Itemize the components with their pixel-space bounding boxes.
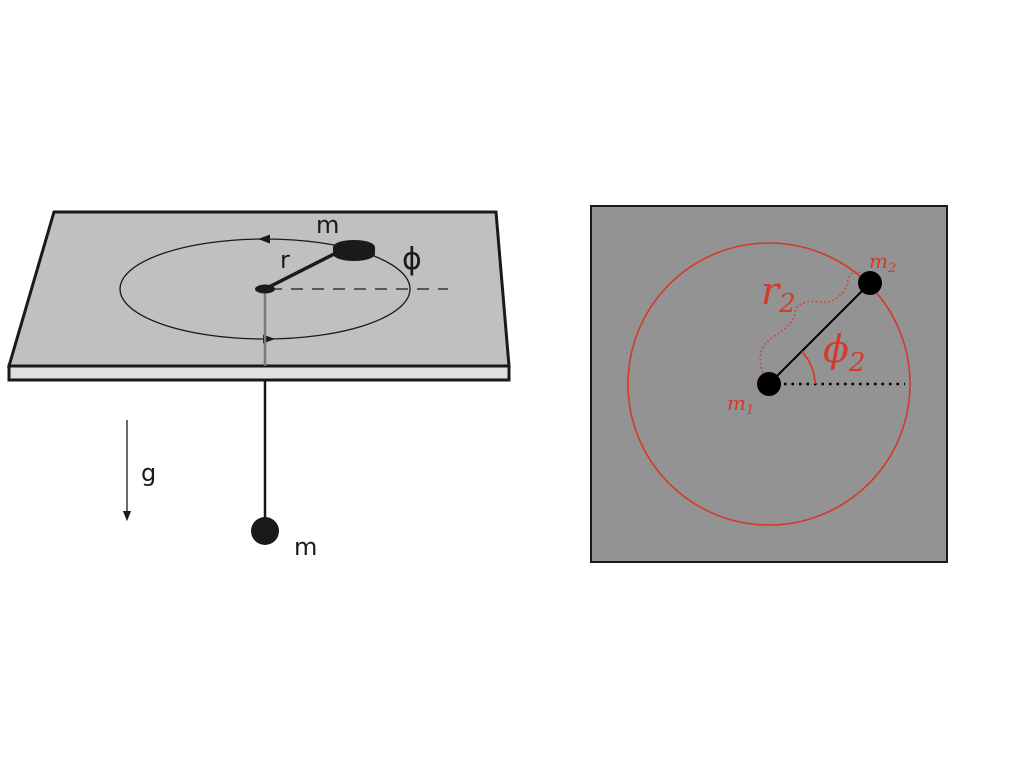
label-mass1: m1 [727,391,754,418]
right-diagram: m2 m1 r2 ϕ2 [590,205,948,563]
rod-m1-m2 [768,282,871,385]
orbit-arrow-top [258,234,270,244]
label-angle2: ϕ2 [823,327,865,378]
label-radius2-sub: 2 [778,289,796,319]
label-hanging-mass: m [294,533,317,561]
left-diagram: m r ϕ g m [6,210,511,561]
orbit-circle [627,242,911,526]
table-mass-top [333,240,375,254]
label-top-mass: m [316,211,339,239]
label-mass1-main: m [727,391,746,415]
label-angle: ϕ [402,242,422,277]
label-mass2-sub: 2 [887,261,896,276]
table-edge [7,364,511,382]
radius-string [264,248,343,291]
mass-1 [757,372,781,396]
table-hole [255,284,275,294]
label-radius2-main: r [761,269,782,313]
mass-2 [858,271,882,295]
label-gravity: g [141,459,156,487]
label-radius: r [280,246,290,274]
hanging-mass [251,517,279,545]
label-angle2-main: ϕ [823,327,849,371]
label-mass1-sub: 1 [746,403,754,418]
angle-arc [800,350,816,385]
label-mass2: m2 [869,249,896,276]
label-angle2-sub: 2 [848,348,866,378]
label-mass2-main: m [869,249,888,273]
label-radius2: r2 [761,269,796,319]
